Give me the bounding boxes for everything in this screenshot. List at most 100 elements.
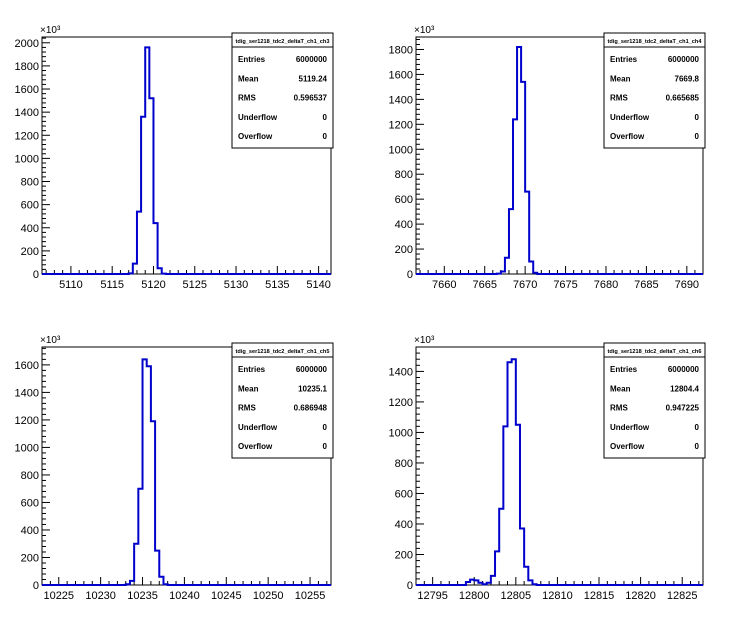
- histogram-panel-3: 10225 10230 10235 10240 10245 10250 10255 0 200 4…: [15, 335, 334, 602]
- y-tick-label: 0: [407, 269, 413, 281]
- x-tick-label: 10235: [127, 590, 158, 602]
- stats-value: 6000000: [668, 55, 700, 64]
- y-tick-label: 200: [395, 549, 413, 561]
- y-tick-label: 1200: [389, 119, 413, 131]
- stats-value: 6000000: [296, 55, 328, 64]
- histogram-panel-2: 7660 7665 7670 7675 7680 7685 7690 0 200 400 600 80…: [389, 25, 706, 291]
- x-tick-label: 7665: [472, 279, 496, 291]
- stats-label: Overflow: [238, 442, 273, 451]
- x-tick-label: 7675: [553, 279, 577, 291]
- y-tick-label: 0: [33, 269, 39, 281]
- y-multiplier-label: ×10³: [40, 335, 61, 346]
- stats-value: 0: [323, 423, 328, 432]
- y-tick-label: 1800: [389, 44, 413, 56]
- stats-title: tdig_ser1218_tdc2_deltaT_ch1_ch5: [236, 349, 330, 355]
- x-tick-label: 5125: [183, 279, 207, 291]
- stats-box: [603, 342, 706, 459]
- stats-value: 12804.4: [670, 384, 699, 393]
- stats-title: tdig_ser1218_tdc2_deltaT_ch1_ch6: [608, 349, 702, 355]
- x-tick-label: 12805: [501, 590, 532, 602]
- histogram-panel-1: 5110 5115 5120 5125 5130 5135 5140 0 200 400 600 80…: [15, 25, 334, 291]
- histogram-panel-4: 12795 12800 12805 12810 12815 12820 12825 0 200 4…: [389, 335, 706, 602]
- stats-value: 7669.8: [675, 74, 700, 83]
- stats-box: [603, 32, 706, 149]
- y-tick-label: 800: [21, 177, 39, 189]
- y-tick-label: 1200: [389, 397, 413, 409]
- y-tick-label: 800: [21, 470, 39, 482]
- y-tick-label: 0: [407, 580, 413, 592]
- x-tick-label: 10240: [169, 590, 200, 602]
- x-tick-label: 5135: [265, 279, 289, 291]
- stats-value: 5119.24: [299, 74, 328, 83]
- stats-value: 6000000: [296, 365, 328, 374]
- stats-value: 0.596537: [294, 94, 328, 103]
- stats-label: RMS: [238, 404, 256, 413]
- stats-label: Underflow: [238, 113, 278, 122]
- x-tick-label: 10225: [43, 590, 74, 602]
- x-tick-label: 7690: [675, 279, 699, 291]
- x-tick-label: 5115: [100, 279, 124, 291]
- y-tick-label: 1600: [389, 69, 413, 81]
- y-tick-label: 1200: [15, 130, 39, 142]
- y-tick-label: 1600: [15, 84, 39, 96]
- stats-label: RMS: [238, 94, 256, 103]
- stats-title: tdig_ser1218_tdc2_deltaT_ch1_ch3: [236, 39, 330, 45]
- stats-label: Overflow: [238, 132, 273, 141]
- stats-value: 0: [695, 113, 700, 122]
- x-tick-label: 10230: [85, 590, 116, 602]
- stats-label: RMS: [610, 94, 628, 103]
- y-tick-label: 1400: [389, 94, 413, 106]
- stats-title: tdig_ser1218_tdc2_deltaT_ch1_ch4: [608, 39, 703, 45]
- y-tick-label: 400: [21, 223, 39, 235]
- stats-value: 10235.1: [298, 384, 327, 393]
- stats-label: Overflow: [610, 132, 645, 141]
- x-tick-label: 12795: [417, 590, 448, 602]
- stats-label: Entries: [238, 55, 266, 64]
- stats-label: RMS: [610, 404, 628, 413]
- stats-value: 0: [323, 113, 328, 122]
- histogram-line: [416, 45, 703, 275]
- x-tick-label: 12810: [542, 590, 573, 602]
- x-tick-label: 12815: [584, 590, 615, 602]
- y-tick-label: 200: [21, 246, 39, 258]
- y-multiplier-label: ×10³: [414, 25, 435, 36]
- x-tick-label: 7670: [513, 279, 537, 291]
- y-tick-label: 1400: [15, 387, 39, 399]
- y-tick-label: 1000: [389, 427, 413, 439]
- x-tick-label: 12820: [625, 590, 656, 602]
- x-tick-label: 10255: [295, 590, 326, 602]
- y-tick-label: 200: [21, 552, 39, 564]
- y-tick-label: 2000: [15, 38, 39, 50]
- y-tick-label: 1800: [15, 61, 39, 73]
- y-tick-label: 600: [395, 194, 413, 206]
- y-tick-label: 0: [33, 580, 39, 592]
- stats-label: Mean: [238, 384, 259, 393]
- x-tick-label: 5130: [224, 279, 248, 291]
- stats-label: Underflow: [610, 113, 650, 122]
- x-tick-label: 12800: [459, 590, 490, 602]
- y-tick-label: 600: [21, 200, 39, 212]
- y-tick-label: 400: [395, 519, 413, 531]
- y-multiplier-label: ×10³: [40, 25, 61, 36]
- stats-label: Entries: [610, 365, 638, 374]
- y-tick-label: 800: [395, 458, 413, 470]
- stats-label: Mean: [610, 74, 631, 83]
- y-tick-label: 200: [395, 244, 413, 256]
- stats-label: Mean: [610, 384, 631, 393]
- stats-value: 0: [323, 132, 328, 141]
- stats-value: 0: [695, 423, 700, 432]
- stats-label: Entries: [610, 55, 638, 64]
- y-tick-label: 1400: [389, 366, 413, 378]
- histogram-line: [42, 358, 331, 586]
- stats-value: 0: [695, 442, 700, 451]
- x-tick-label: 5110: [59, 279, 83, 291]
- x-tick-label: 7680: [594, 279, 618, 291]
- stats-label: Entries: [238, 365, 266, 374]
- y-tick-label: 400: [395, 219, 413, 231]
- x-tick-label: 10245: [211, 590, 242, 602]
- y-tick-label: 1000: [389, 144, 413, 156]
- stats-value: 0: [323, 442, 328, 451]
- stats-label: Underflow: [238, 423, 278, 432]
- stats-value: 0.686948: [294, 404, 328, 413]
